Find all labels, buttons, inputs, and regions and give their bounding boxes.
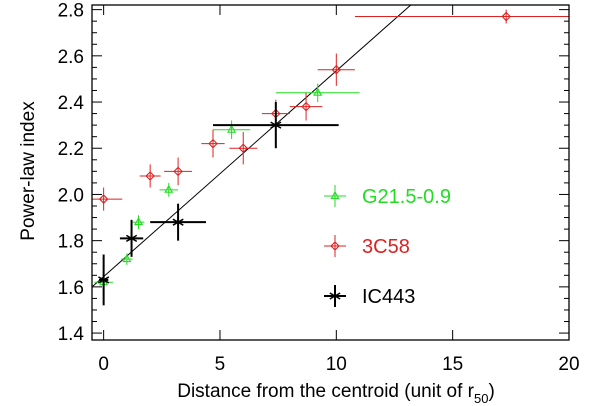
legend-label: IC443 bbox=[362, 286, 415, 308]
diamond-marker bbox=[501, 11, 511, 22]
fit-line bbox=[92, 5, 412, 288]
diamond-marker bbox=[98, 194, 109, 204]
data-point-g21-5-0-9 bbox=[212, 120, 251, 139]
data-point-ic443 bbox=[150, 203, 207, 241]
data-point-ic443 bbox=[212, 102, 339, 149]
x-axis-title-subscript: 50 bbox=[474, 391, 488, 406]
y-tick-label: 1.6 bbox=[58, 278, 84, 299]
tick-labels: 0 5 10 15 20 1.4 1.6 1.8 2.0 2.2 2.4 2.6 2.8 bbox=[58, 1, 580, 375]
x-tick-label: 0 bbox=[98, 354, 109, 375]
data-point-3c58 bbox=[317, 53, 355, 86]
axes-frame bbox=[91, 4, 570, 341]
series-g21-5-0-9 bbox=[94, 83, 360, 290]
x-axis-title: Distance from the centroid (unit of r50) bbox=[177, 381, 495, 406]
data-point-g21-5-0-9 bbox=[275, 83, 360, 103]
legend-item-g21-5-0-9: G21.5-0.9 bbox=[324, 185, 451, 208]
diamond-marker bbox=[208, 138, 218, 149]
y-tick-label: 2.8 bbox=[58, 1, 84, 22]
y-tick-label: 2.0 bbox=[58, 185, 84, 206]
data-point-3c58 bbox=[164, 157, 193, 186]
x-tick-label: 10 bbox=[326, 354, 347, 375]
y-tick-label: 2.2 bbox=[58, 139, 84, 160]
legend-item-ic443: IC443 bbox=[324, 285, 415, 308]
triangle-marker bbox=[133, 217, 144, 226]
diamond-marker bbox=[145, 171, 155, 181]
data-point-3c58 bbox=[354, 9, 569, 24]
triangle-marker bbox=[164, 184, 174, 193]
data-point-3c58 bbox=[139, 164, 161, 188]
legend-label: 3C58 bbox=[362, 236, 410, 258]
diamond-marker bbox=[331, 64, 342, 75]
y-tick-label: 2.4 bbox=[58, 93, 85, 114]
series-3c58 bbox=[92, 9, 569, 211]
asterisk-marker bbox=[125, 232, 138, 245]
data-point-ic443 bbox=[98, 254, 110, 306]
data-point-g21-5-0-9 bbox=[159, 182, 179, 197]
y-axis-title: Power-law index bbox=[18, 101, 39, 241]
legend-label: G21.5-0.9 bbox=[362, 186, 451, 208]
asterisk-marker bbox=[172, 216, 184, 229]
legend-triangle-marker bbox=[330, 190, 340, 199]
data-point-3c58 bbox=[92, 187, 123, 211]
legend-diamond-marker bbox=[330, 241, 340, 251]
triangle-marker bbox=[227, 124, 237, 133]
data-point-3c58 bbox=[201, 129, 225, 158]
asterisk-marker bbox=[270, 119, 282, 132]
y-tick-label: 1.8 bbox=[58, 232, 84, 253]
plot-frame bbox=[91, 4, 570, 341]
series-ic443 bbox=[98, 102, 339, 306]
diamond-marker bbox=[173, 166, 183, 177]
legend-item-3c58: 3C58 bbox=[324, 235, 410, 258]
data-point-3c58 bbox=[289, 92, 323, 121]
diamond-marker bbox=[238, 143, 249, 154]
legend-asterisk-marker bbox=[329, 290, 341, 302]
data-point-ic443 bbox=[119, 219, 144, 257]
data-point-g21-5-0-9 bbox=[132, 215, 145, 230]
y-tick-label: 1.4 bbox=[58, 324, 85, 345]
legend: G21.5-0.9 3C58 IC443 bbox=[324, 185, 451, 308]
triangle-marker bbox=[122, 254, 132, 263]
series-layer bbox=[92, 9, 569, 306]
data-point-3c58 bbox=[229, 132, 258, 165]
x-axis-title-suffix: ) bbox=[488, 381, 494, 402]
x-tick-label: 5 bbox=[215, 354, 226, 375]
fit-line-layer bbox=[92, 5, 412, 288]
x-tick-label: 20 bbox=[558, 354, 579, 375]
triangle-marker bbox=[313, 87, 323, 96]
diamond-marker bbox=[301, 101, 311, 112]
x-tick-label: 15 bbox=[442, 354, 463, 375]
asterisk-marker bbox=[98, 273, 110, 286]
y-tick-label: 2.6 bbox=[58, 47, 84, 68]
data-point-g21-5-0-9 bbox=[121, 253, 133, 265]
